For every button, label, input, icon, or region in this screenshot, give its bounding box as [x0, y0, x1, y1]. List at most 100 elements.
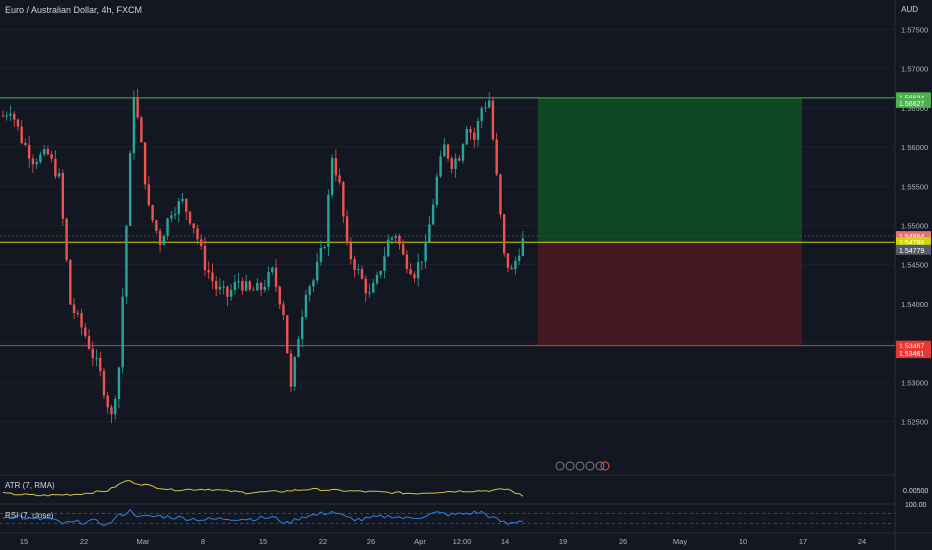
- candle: [241, 277, 244, 295]
- candle: [207, 261, 210, 279]
- candle: [450, 156, 453, 174]
- candle-body: [443, 144, 446, 157]
- price-tick-label: 1.56000: [901, 143, 928, 152]
- candle-body: [435, 176, 439, 205]
- candle: [229, 283, 233, 301]
- candle: [136, 88, 139, 120]
- symbol-title[interactable]: Euro / Australian Dollar, 4h, FXCM: [5, 5, 143, 15]
- candle: [312, 278, 315, 293]
- candle: [461, 142, 465, 164]
- candle: [87, 328, 91, 350]
- time-axis: 15 22 Mar 8 15 22 26 Apr 12:00 14 19 26 May 10 17 24: [20, 537, 866, 546]
- candle-body: [263, 286, 266, 290]
- candle: [61, 169, 65, 226]
- candle: [218, 278, 222, 295]
- candle: [431, 198, 435, 226]
- candle-body: [31, 158, 35, 165]
- price-tick-label: 1.55500: [901, 182, 928, 191]
- rsi-label[interactable]: RSI (7, close): [5, 511, 54, 520]
- candle: [117, 366, 121, 409]
- candle: [476, 117, 480, 147]
- candle: [409, 263, 412, 276]
- candle: [405, 249, 409, 274]
- candle: [173, 206, 177, 220]
- candle-body: [461, 144, 465, 161]
- candle: [185, 198, 188, 221]
- candle-body: [502, 214, 506, 254]
- candle-body: [431, 204, 435, 225]
- candle-body: [20, 126, 23, 143]
- price-tag-bg: [896, 244, 931, 255]
- candle: [446, 143, 450, 162]
- candle-body: [345, 216, 349, 243]
- atr-label[interactable]: ATR (7, RMA): [5, 481, 55, 490]
- candle: [345, 210, 349, 246]
- position-zones: [537, 97, 802, 346]
- candle-body: [188, 211, 192, 224]
- candle: [248, 279, 252, 292]
- candle-body: [196, 228, 199, 240]
- candle-body: [514, 260, 517, 270]
- candle-body: [87, 335, 91, 349]
- candle: [424, 234, 427, 269]
- candle: [226, 285, 229, 307]
- candle: [368, 283, 371, 298]
- candle-body: [61, 172, 65, 219]
- candle: [484, 101, 487, 113]
- price-tick-label: 1.57500: [901, 25, 928, 34]
- candle-body: [147, 184, 151, 206]
- candle-body: [237, 281, 240, 283]
- candle: [151, 204, 154, 223]
- candle: [42, 144, 46, 157]
- candle-body: [484, 107, 487, 109]
- candle: [278, 285, 281, 310]
- candle-body: [315, 261, 319, 281]
- candle-body: [413, 274, 416, 279]
- candle: [465, 125, 468, 146]
- time-tick-label: Apr: [414, 537, 426, 546]
- candle-body: [473, 132, 476, 140]
- candle: [327, 189, 330, 257]
- time-tick-label: Mar: [137, 537, 150, 546]
- candle: [323, 244, 326, 250]
- candle-body: [360, 269, 364, 279]
- price-tag: 1.56627: [896, 97, 931, 108]
- candle-body: [46, 149, 50, 155]
- candle: [330, 154, 334, 198]
- candle: [454, 153, 457, 178]
- candle-body: [91, 348, 94, 359]
- candle-body: [420, 261, 424, 263]
- candle: [200, 234, 203, 250]
- candle-body: [416, 262, 420, 279]
- candle-body: [57, 172, 61, 177]
- candle-body: [95, 358, 98, 360]
- candle: [480, 105, 483, 129]
- candle: [143, 142, 147, 190]
- candle: [84, 323, 87, 339]
- candle: [416, 253, 420, 287]
- candle-body: [143, 142, 147, 185]
- candle-body: [200, 239, 203, 246]
- candle: [222, 280, 225, 295]
- candle-body: [211, 272, 214, 281]
- candle-body: [185, 198, 188, 212]
- time-tick-label: 26: [367, 537, 375, 546]
- candle: [360, 265, 364, 280]
- candle: [244, 275, 248, 293]
- candle: [233, 274, 237, 295]
- candle-body: [42, 149, 46, 155]
- candle: [506, 253, 510, 272]
- candle: [286, 314, 289, 354]
- candle: [517, 248, 521, 265]
- candle-body: [110, 407, 113, 415]
- price-tag-label: 1.54786: [899, 240, 924, 247]
- time-tick-label: 14: [501, 537, 509, 546]
- candle: [27, 136, 31, 168]
- candle-body: [293, 357, 296, 387]
- candle-body: [394, 235, 397, 238]
- candle-body: [173, 214, 177, 216]
- candle: [495, 132, 498, 177]
- candle-body: [65, 218, 68, 260]
- candle-body: [155, 220, 158, 231]
